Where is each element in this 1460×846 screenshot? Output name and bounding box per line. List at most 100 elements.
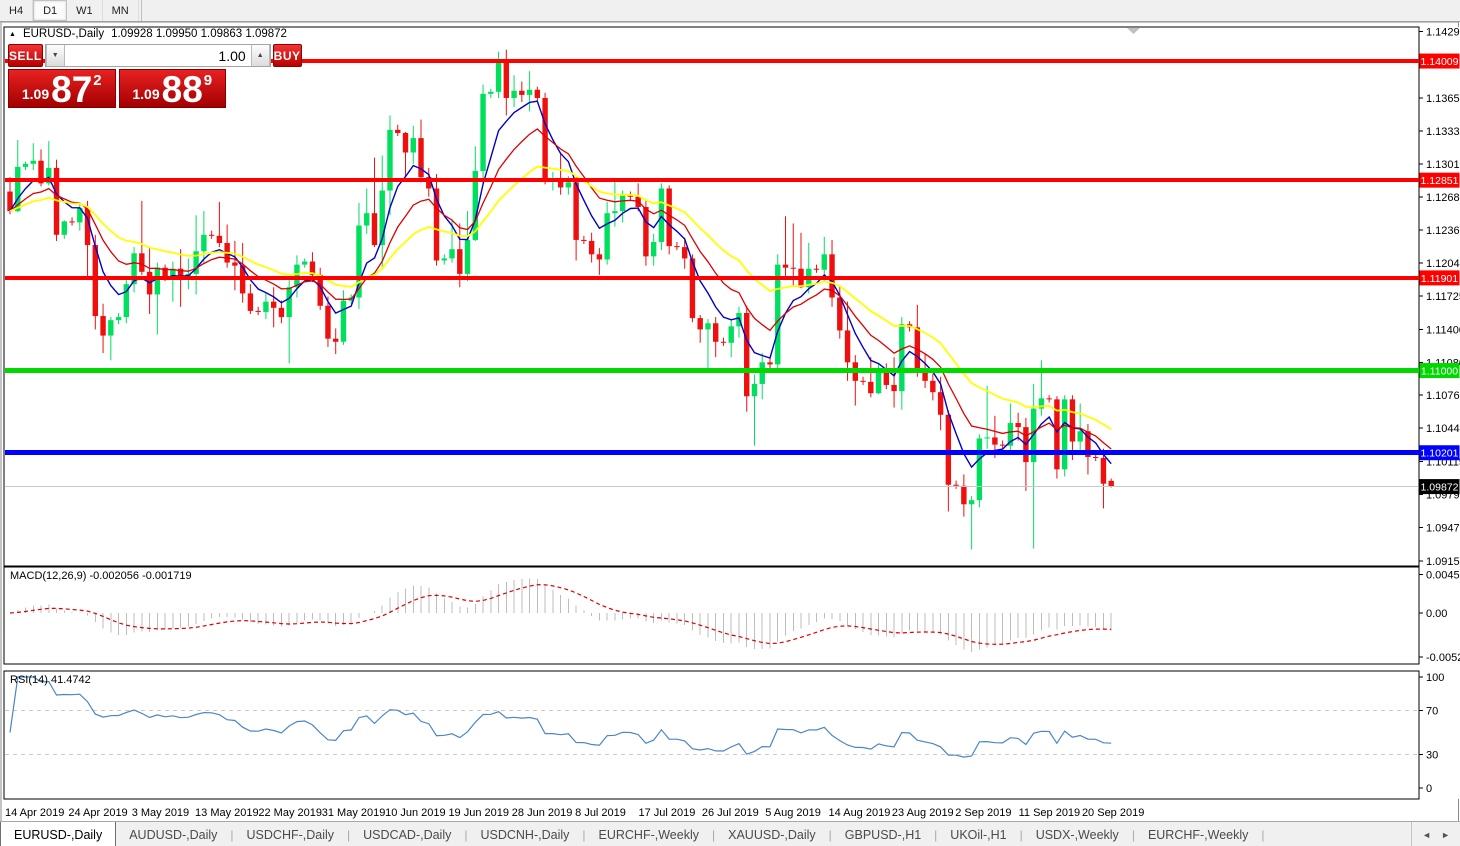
chart-symbol-label: EURUSD-,Daily <box>22 28 105 40</box>
macd-panel: 0.004536 0.00 -0.005205 <box>9 570 1460 664</box>
rsi-tick-label: 70 <box>1426 705 1438 717</box>
date-tick-label: 5 Aug 2019 <box>765 807 821 819</box>
volume-decrease-icon[interactable]: ▼ <box>45 45 65 66</box>
buy-price-tile[interactable]: 1.09 88 9 <box>118 68 226 110</box>
ma-line-13 <box>9 128 1112 450</box>
ma-line-26 <box>9 165 1112 430</box>
volume-input[interactable] <box>64 45 251 66</box>
candle <box>426 167 432 197</box>
candle <box>317 267 323 310</box>
date-tick-label: 10 Jun 2019 <box>385 807 446 819</box>
chart-tab-gbpusd-h1[interactable]: GBPUSD-,H1 <box>844 827 922 842</box>
price-tick-label: 1.13010 <box>1426 159 1460 171</box>
candle <box>868 357 874 398</box>
sell-price-big: 87 <box>51 68 93 110</box>
candle <box>402 131 409 177</box>
candle <box>930 373 936 401</box>
chart-tab-eurusd-daily[interactable]: EURUSD-,Daily <box>0 822 117 846</box>
candle <box>813 264 820 273</box>
timeframe-button-d1[interactable]: D1 <box>33 0 68 21</box>
tab-scroll-left-icon[interactable]: ◄ <box>1422 829 1432 840</box>
timeframe-toolbar: H4 D1 W1 MN <box>0 0 1460 22</box>
timeframe-button-h4[interactable]: H4 <box>0 0 34 21</box>
candle <box>604 201 610 265</box>
tab-separator: | <box>582 827 586 842</box>
candle <box>767 358 773 370</box>
date-tick-label: 19 Jun 2019 <box>448 807 509 819</box>
support-resistance-lines <box>5 59 1419 456</box>
candle <box>100 303 106 354</box>
macd-indicator-label: MACD(12,26,9) -0.002056 -0.001719 <box>10 570 192 582</box>
candle <box>387 115 393 216</box>
candle <box>619 190 626 223</box>
candle <box>860 376 866 385</box>
candle <box>340 290 347 345</box>
chart-tab-audusd-daily[interactable]: AUDUSD-,Daily <box>129 827 218 842</box>
price-axis-bg <box>1420 27 1460 799</box>
chart-tab-ukoil-h1[interactable]: UKOil-,H1 <box>950 827 1007 842</box>
candle <box>542 92 548 185</box>
price-tick-label: 1.13650 <box>1426 93 1460 105</box>
ma-line-6 <box>9 100 1112 469</box>
timeframe-button-mn[interactable]: MN <box>103 0 139 21</box>
candle <box>301 258 308 268</box>
macd-signal-line <box>9 584 1112 645</box>
candle <box>720 337 727 346</box>
chart-tab-usdx-weekly[interactable]: USDX-,Weekly <box>1035 827 1119 842</box>
svg-text:1.10201: 1.10201 <box>1421 448 1459 460</box>
macd-histogram <box>17 578 1112 652</box>
price-tick-label: 1.12365 <box>1426 225 1460 237</box>
candle <box>30 143 36 170</box>
macd-tick-label: -0.005205 <box>1426 652 1460 664</box>
chart-tab-usdcad-daily[interactable]: USDCAD-,Daily <box>363 827 452 842</box>
candle <box>239 243 246 303</box>
price-tick-label: 1.11725 <box>1426 291 1460 303</box>
panel-frames <box>3 26 1420 800</box>
collapse-panel-icon[interactable]: ▲ <box>9 30 16 38</box>
candle <box>270 287 277 328</box>
sell-price-tile[interactable]: 1.09 87 2 <box>8 69 116 108</box>
candle <box>1077 403 1083 450</box>
buy-price-big: 88 <box>161 68 203 110</box>
tab-separator: | <box>1019 827 1023 842</box>
chart-tab-eurchf-weekly[interactable]: EURCHF-,Weekly <box>598 827 699 842</box>
price-tick-label: 1.09475 <box>1426 522 1460 534</box>
candle <box>782 216 789 276</box>
candle <box>511 75 517 108</box>
chart-tab-xauusd-daily[interactable]: XAUUSD-,Daily <box>728 827 816 842</box>
chart-tab-eurchf-weekly[interactable]: EURCHF-,Weekly <box>1147 827 1249 842</box>
chart-tab-usdchf-daily[interactable]: USDCHF-,Daily <box>246 827 335 842</box>
timeframe-button-w1[interactable]: W1 <box>67 0 103 21</box>
candle <box>247 284 254 314</box>
candle <box>581 235 587 245</box>
tab-scroll-right-icon[interactable]: ► <box>1441 829 1450 840</box>
price-level-badge: 1.10201 <box>1419 445 1460 461</box>
candle <box>69 217 75 226</box>
volume-increase-icon[interactable]: ▲ <box>250 45 270 66</box>
candle <box>418 119 424 183</box>
chart-tab-usdcnh-daily[interactable]: USDCNH-,Daily <box>480 827 570 842</box>
svg-text:1.12851: 1.12851 <box>1421 175 1459 187</box>
candle <box>612 179 618 227</box>
candle <box>526 71 533 112</box>
buy-button[interactable]: BUY <box>272 44 302 67</box>
price-tick-label: 1.12685 <box>1426 192 1460 204</box>
rsi-tick-label: 30 <box>1426 750 1438 762</box>
candle <box>798 232 804 289</box>
candle <box>333 328 339 355</box>
tab-separator: | <box>828 827 832 842</box>
candle <box>61 220 67 239</box>
candle <box>131 247 137 293</box>
time-axis[interactable]: 14 Apr 2019 24 Apr 2019 3 May 2019 13 May 2… <box>5 807 1144 819</box>
tab-separator: | <box>230 827 234 842</box>
candle <box>464 211 471 282</box>
date-tick-label: 14 Aug 2019 <box>829 807 891 819</box>
candle <box>22 161 29 170</box>
candle <box>488 88 494 98</box>
candle <box>433 174 440 266</box>
sell-button[interactable]: SELL <box>8 44 43 67</box>
candle <box>953 480 959 489</box>
price-axis[interactable]: 1.142951.139751.136501.133301.130101.126… <box>1419 27 1460 799</box>
toolbar-separator <box>140 0 142 21</box>
